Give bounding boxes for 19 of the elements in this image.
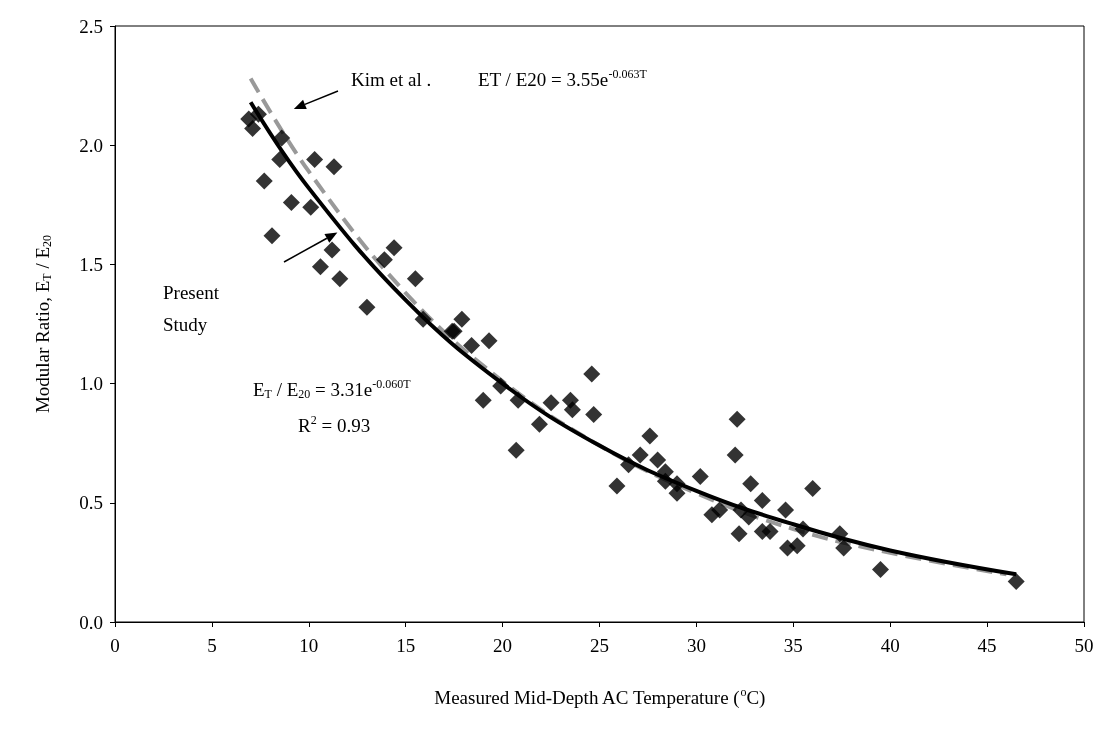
x-tick-label: 20 <box>493 635 513 656</box>
x-tick-label: 5 <box>207 635 217 656</box>
y-tick-label: 2.5 <box>79 15 103 37</box>
y-tick-label: 0.0 <box>79 611 103 633</box>
x-tick-label: 30 <box>686 635 706 656</box>
x-tick-label: 15 <box>396 635 416 656</box>
x-tick-label: 45 <box>977 635 997 656</box>
x-tick-label: 50 <box>1074 635 1094 656</box>
x-tick-label: 25 <box>590 635 609 656</box>
x-tick-label: 10 <box>299 635 319 656</box>
annotation: Present Study <box>163 281 220 335</box>
annotation: Kim et al . <box>351 69 432 90</box>
x-tick-label: 0 <box>110 635 120 656</box>
x-tick-label: 40 <box>880 635 900 656</box>
y-tick-label: 0.5 <box>79 492 103 514</box>
x-tick-label: 35 <box>783 635 803 656</box>
y-tick-label: 1.0 <box>79 373 103 395</box>
y-tick-label: 1.5 <box>79 253 103 275</box>
y-tick-label: 2.0 <box>79 134 103 156</box>
